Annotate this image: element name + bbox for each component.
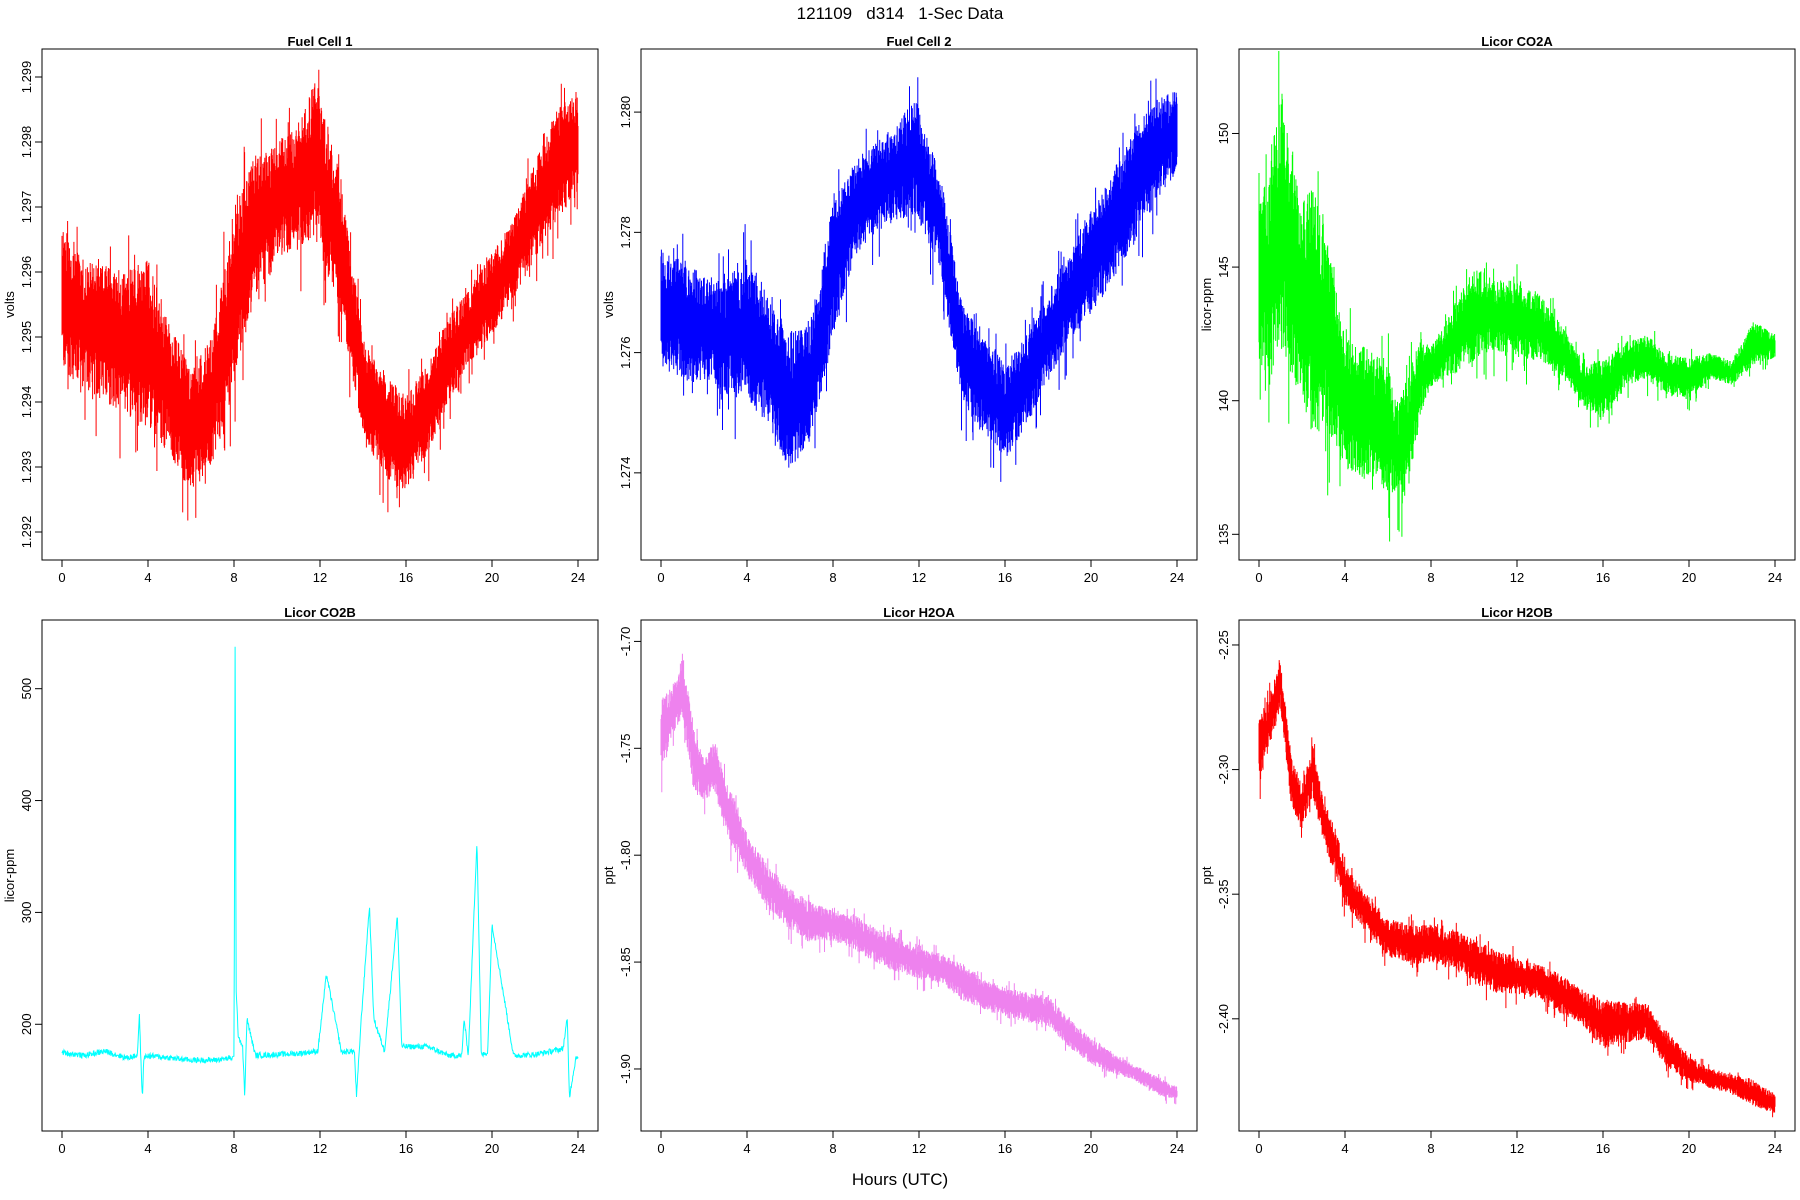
series-line bbox=[61, 646, 579, 1098]
y-tick-label: 1.293 bbox=[19, 451, 34, 484]
x-tick-label: 0 bbox=[1255, 1141, 1262, 1156]
x-tick-label: 24 bbox=[571, 1141, 585, 1156]
x-tick-label: 20 bbox=[1682, 1141, 1696, 1156]
panel-title: Fuel Cell 1 bbox=[287, 34, 352, 49]
x-tick-label: 4 bbox=[1341, 570, 1348, 585]
y-tick-label: -2.30 bbox=[1216, 755, 1231, 785]
x-tick-label: 4 bbox=[144, 570, 151, 585]
y-tick-label: 500 bbox=[19, 678, 34, 700]
x-tick-label: 12 bbox=[912, 1141, 926, 1156]
x-tick-label: 8 bbox=[230, 1141, 237, 1156]
panel-title: Fuel Cell 2 bbox=[886, 34, 951, 49]
x-tick-label: 12 bbox=[1510, 570, 1524, 585]
chart-panel: Fuel Cell 1 volts 0 4 8 12 16 20 24 1.292 1.293 1.2… bbox=[2, 34, 599, 585]
y-axis-label: ppt bbox=[601, 866, 616, 884]
y-tick-label: -2.25 bbox=[1216, 630, 1231, 660]
series-line bbox=[660, 77, 1178, 482]
y-tick-label: -2.40 bbox=[1216, 1004, 1231, 1034]
y-tick-label: 300 bbox=[19, 902, 34, 924]
x-tick-label: 20 bbox=[1084, 1141, 1098, 1156]
y-axis-label: ppt bbox=[1199, 866, 1214, 884]
y-tick-label: 1.297 bbox=[19, 191, 34, 224]
x-tick-label: 8 bbox=[829, 1141, 836, 1156]
x-tick-label: 0 bbox=[657, 1141, 664, 1156]
figure-title: 121109 d314 1-Sec Data bbox=[796, 4, 1004, 23]
x-tick-label: 12 bbox=[1510, 1141, 1524, 1156]
y-tick-label: -1.80 bbox=[618, 840, 633, 870]
x-tick-label: 24 bbox=[1768, 570, 1782, 585]
x-tick-label: 4 bbox=[743, 570, 750, 585]
x-tick-label: 24 bbox=[1170, 1141, 1184, 1156]
x-tick-label: 16 bbox=[399, 1141, 413, 1156]
panel-title: Licor H2OB bbox=[1481, 605, 1553, 620]
series-line bbox=[1258, 660, 1776, 1118]
series-line bbox=[660, 653, 1178, 1105]
chart-panel: Licor H2OB ppt 0 4 8 12 16 20 24 -2.40 -2.35 -2.30 -… bbox=[1199, 605, 1796, 1156]
x-axis-caption: Hours (UTC) bbox=[851, 1170, 949, 1189]
y-tick-label: 1.276 bbox=[618, 336, 633, 369]
x-tick-label: 16 bbox=[1596, 570, 1610, 585]
x-tick-label: 4 bbox=[144, 1141, 151, 1156]
y-tick-label: 1.295 bbox=[19, 321, 34, 354]
x-tick-label: 20 bbox=[485, 570, 499, 585]
x-tick-label: 8 bbox=[230, 570, 237, 585]
y-tick-label: 1.292 bbox=[19, 516, 34, 549]
y-tick-label: -1.85 bbox=[618, 947, 633, 977]
y-tick-label: 1.296 bbox=[19, 256, 34, 289]
x-tick-label: 0 bbox=[1255, 570, 1262, 585]
y-axis-label: volts bbox=[601, 291, 616, 318]
chart-panel: Licor H2OA ppt 0 4 8 12 16 20 24 -1.90 -1.85 -1.80 -… bbox=[601, 605, 1198, 1156]
x-tick-label: 0 bbox=[58, 1141, 65, 1156]
x-tick-label: 8 bbox=[829, 570, 836, 585]
y-axis-label: licor-ppm bbox=[1199, 278, 1214, 331]
y-tick-label: -1.90 bbox=[618, 1054, 633, 1084]
y-tick-label: 135 bbox=[1216, 523, 1231, 545]
x-tick-label: 0 bbox=[657, 570, 664, 585]
x-tick-label: 24 bbox=[571, 570, 585, 585]
y-tick-label: 1.298 bbox=[19, 126, 34, 159]
y-tick-label: 145 bbox=[1216, 256, 1231, 278]
y-tick-label: 1.274 bbox=[618, 457, 633, 490]
x-tick-label: 0 bbox=[58, 570, 65, 585]
x-tick-label: 16 bbox=[1596, 1141, 1610, 1156]
chart-panel: Licor CO2A licor-ppm 0 4 8 12 16 20 24 135 140 145 1… bbox=[1199, 34, 1796, 585]
x-tick-label: 4 bbox=[1341, 1141, 1348, 1156]
panel-title: Licor CO2A bbox=[1481, 34, 1553, 49]
y-tick-label: -1.75 bbox=[618, 733, 633, 763]
x-tick-label: 16 bbox=[998, 570, 1012, 585]
y-tick-label: -2.35 bbox=[1216, 879, 1231, 909]
x-tick-label: 16 bbox=[998, 1141, 1012, 1156]
panel-title: Licor CO2B bbox=[284, 605, 356, 620]
x-tick-label: 20 bbox=[485, 1141, 499, 1156]
x-tick-label: 12 bbox=[313, 570, 327, 585]
y-tick-label: 1.299 bbox=[19, 61, 34, 94]
y-tick-label: 140 bbox=[1216, 390, 1231, 412]
chart-panel: Fuel Cell 2 volts 0 4 8 12 16 20 24 1.274 1.276 1.2… bbox=[601, 34, 1198, 585]
y-tick-label: 1.278 bbox=[618, 216, 633, 249]
y-tick-label: 150 bbox=[1216, 123, 1231, 145]
series-line bbox=[1258, 51, 1776, 542]
x-tick-label: 8 bbox=[1427, 570, 1434, 585]
y-tick-label: 1.280 bbox=[618, 96, 633, 129]
y-tick-label: 1.294 bbox=[19, 386, 34, 419]
y-tick-label: -1.70 bbox=[618, 627, 633, 657]
y-axis-label: licor-ppm bbox=[2, 849, 17, 902]
x-tick-label: 8 bbox=[1427, 1141, 1434, 1156]
x-tick-label: 16 bbox=[399, 570, 413, 585]
series-line bbox=[61, 69, 579, 521]
y-axis-label: volts bbox=[2, 291, 17, 318]
x-tick-label: 24 bbox=[1170, 570, 1184, 585]
x-tick-label: 24 bbox=[1768, 1141, 1782, 1156]
x-tick-label: 4 bbox=[743, 1141, 750, 1156]
x-tick-label: 12 bbox=[313, 1141, 327, 1156]
plot-frame bbox=[1238, 619, 1796, 1132]
x-tick-label: 12 bbox=[912, 570, 926, 585]
x-tick-label: 20 bbox=[1084, 570, 1098, 585]
chart-panel: Licor CO2B licor-ppm 0 4 8 12 16 20 24 200 300 400 5… bbox=[2, 605, 599, 1156]
y-tick-label: 400 bbox=[19, 790, 34, 812]
panel-title: Licor H2OA bbox=[883, 605, 955, 620]
x-tick-label: 20 bbox=[1682, 570, 1696, 585]
y-tick-label: 200 bbox=[19, 1013, 34, 1035]
